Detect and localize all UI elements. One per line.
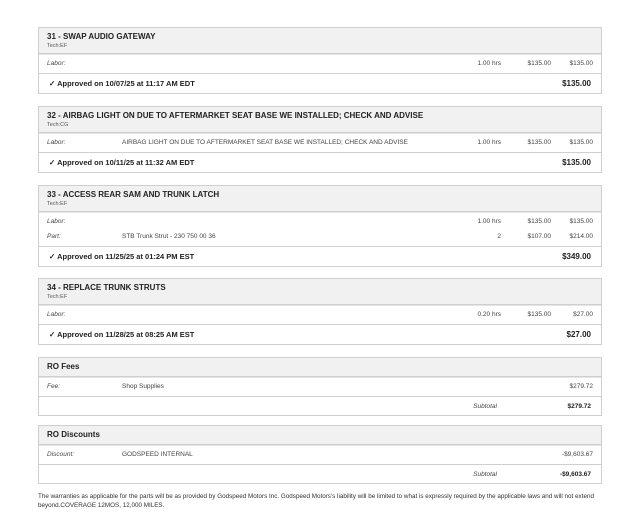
job-32: 32 - AIRBAG LIGHT ON DUE TO AFTERMARKET …: [38, 106, 602, 173]
line-desc: AIRBAG LIGHT ON DUE TO AFTERMARKET SEAT …: [122, 139, 408, 146]
line-total: $135.00: [569, 139, 594, 146]
line-type: Part:: [47, 233, 61, 240]
line-item: Labor: 0.20 hrs $135.00 $27.00: [39, 307, 601, 322]
job-tech: Tech:CG: [47, 122, 69, 128]
line-rate: $135.00: [527, 60, 552, 67]
job-tech: Tech:EF: [47, 294, 68, 300]
approval-status: ✓ Approved on 10/07/25 at 11:17 AM EDT: [49, 79, 195, 88]
line-total: $135.00: [569, 60, 594, 67]
line-qty: 0.20 hrs: [477, 311, 502, 318]
section-title: RO Fees: [47, 362, 80, 371]
subtotal-value: $279.72: [567, 402, 592, 410]
line-total: $279.72: [569, 383, 594, 390]
discount-line: Discount: GODSPEED INTERNAL -$9,603.67: [39, 447, 601, 462]
subtotal-label: Subtotal: [473, 402, 497, 410]
line-qty: 2: [497, 233, 501, 240]
line-desc: STB Trunk Strut - 230 750 00 36: [122, 233, 216, 240]
line-qty: 1.00 hrs: [477, 60, 502, 67]
job-title: 32 - AIRBAG LIGHT ON DUE TO AFTERMARKET …: [47, 111, 424, 120]
job-title: 33 - ACCESS REAR SAM AND TRUNK LATCH: [47, 190, 220, 199]
approval-status: ✓ Approved on 10/11/25 at 11:32 AM EDT: [49, 158, 195, 167]
job-title: 31 - SWAP AUDIO GATEWAY: [47, 32, 156, 41]
line-item: Labor: 1.00 hrs $135.00 $135.00: [39, 56, 601, 71]
line-total: -$9,603.67: [561, 451, 593, 458]
line-item: Part: STB Trunk Strut - 230 750 00 36 2 $10…: [39, 229, 601, 244]
line-qty: 1.00 hrs: [477, 139, 502, 146]
approval-status: ✓ Approved on 11/28/25 at 08:25 AM EST: [49, 330, 195, 339]
job-tech: Tech:EF: [47, 201, 68, 207]
approval-status: ✓ Approved on 11/25/25 at 01:24 PM EST: [49, 252, 195, 261]
ro-discounts: RO Discounts Discount: GODSPEED INTERNAL -…: [38, 425, 602, 484]
line-rate: $107.00: [527, 233, 552, 240]
job-tech: Tech:EF: [47, 43, 68, 49]
line-type: Labor:: [47, 311, 66, 318]
line-total: $214.00: [569, 233, 594, 240]
ro-fees: RO Fees Fee: Shop Supplies $279.72 Subtota…: [38, 357, 602, 416]
line-desc: GODSPEED INTERNAL: [122, 451, 193, 458]
line-desc: Shop Supplies: [122, 383, 164, 390]
job-title: 34 - REPLACE TRUNK STRUTS: [47, 283, 166, 292]
line-total: $27.00: [573, 311, 593, 318]
line-item: Labor: AIRBAG LIGHT ON DUE TO AFTERMARKET…: [39, 135, 601, 150]
line-rate: $135.00: [527, 139, 552, 146]
subtotal-value: -$9,603.67: [559, 470, 591, 478]
subtotal-label: Subtotal: [473, 470, 497, 478]
line-rate: $135.00: [527, 218, 552, 225]
line-qty: 1.00 hrs: [477, 218, 502, 225]
line-type: Fee:: [47, 383, 61, 390]
line-type: Discount:: [47, 451, 75, 458]
job-34: 34 - REPLACE TRUNK STRUTS Tech:EF Labor: 0…: [38, 278, 602, 345]
job-amount: $135.00: [562, 158, 591, 167]
job-amount: $27.00: [566, 330, 591, 339]
fee-line: Fee: Shop Supplies $279.72: [39, 379, 601, 394]
section-title: RO Discounts: [47, 430, 100, 439]
line-type: Labor:: [47, 218, 66, 225]
line-total: $135.00: [569, 218, 594, 225]
job-33: 33 - ACCESS REAR SAM AND TRUNK LATCH Tech…: [38, 185, 602, 267]
line-type: Labor:: [47, 139, 66, 146]
job-31: 31 - SWAP AUDIO GATEWAY Tech:EF Labor: 1.0…: [38, 27, 602, 94]
job-amount: $349.00: [562, 252, 591, 261]
line-type: Labor:: [47, 60, 66, 67]
line-rate: $135.00: [527, 311, 552, 318]
warranty-text: The warranties as applicable for the par…: [38, 493, 594, 509]
line-item: Labor: 1.00 hrs $135.00 $135.00: [39, 214, 601, 229]
job-amount: $135.00: [562, 79, 591, 88]
